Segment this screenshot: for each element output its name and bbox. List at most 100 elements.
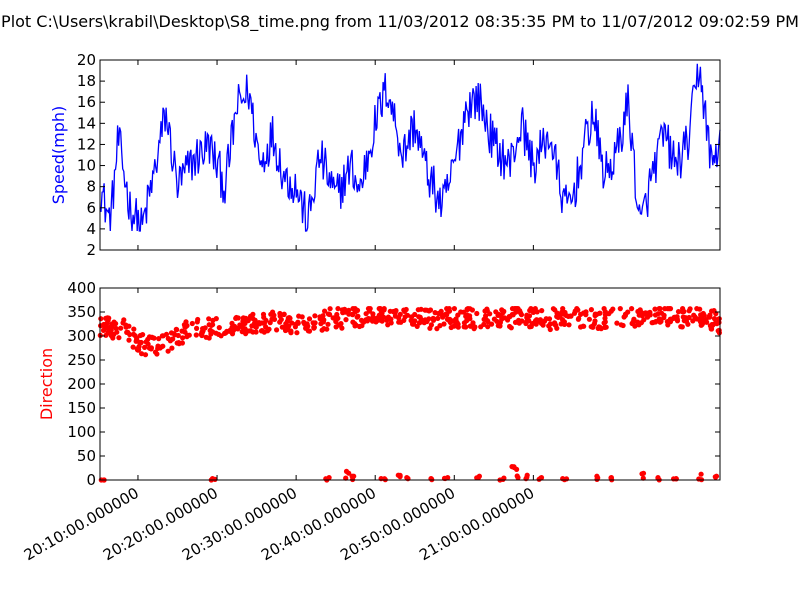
direction-point: [694, 306, 700, 312]
direction-point: [523, 320, 529, 327]
direction-point: [224, 328, 230, 334]
direction-point: [547, 321, 554, 327]
direction-ylabel: Direction: [37, 348, 56, 420]
direction-point: [342, 309, 348, 315]
direction-point: [325, 321, 331, 327]
direction-point: [527, 324, 533, 330]
direction-yticks: 0 50 100 150 200 250 300 350 400: [67, 279, 720, 489]
speed-ytick-label: 4: [86, 220, 96, 238]
direction-point: [252, 320, 258, 326]
direction-point: [481, 321, 487, 327]
direction-point: [622, 312, 629, 319]
direction-point: [317, 314, 323, 320]
direction-point: [647, 309, 653, 315]
direction-point: [568, 313, 574, 319]
direction-point: [491, 316, 497, 322]
direction-point: [666, 306, 672, 312]
direction-point: [274, 327, 280, 333]
direction-point: [134, 346, 140, 352]
direction-point: [282, 324, 288, 330]
direction-point: [397, 311, 403, 317]
direction-point: [125, 329, 131, 335]
direction-point: [194, 325, 200, 331]
direction-point: [513, 306, 519, 312]
direction-point: [526, 313, 533, 319]
direction-point: [118, 325, 124, 331]
direction-point: [378, 316, 384, 322]
direction-point: [165, 335, 171, 342]
direction-point: [481, 316, 487, 322]
direction-point: [146, 345, 153, 351]
direction-point: [561, 319, 568, 325]
direction-point: [318, 321, 324, 327]
direction-point: [458, 309, 464, 315]
direction-point: [649, 320, 655, 326]
direction-point: [698, 312, 704, 318]
direction-point: [181, 322, 187, 328]
direction-point: [668, 316, 674, 322]
speed-ylabel: Speed(mph): [49, 106, 68, 205]
direction-point: [632, 323, 638, 329]
direction-point: [134, 337, 140, 344]
direction-point-low: [381, 476, 388, 482]
direction-point: [168, 330, 175, 336]
direction-point: [384, 317, 390, 323]
direction-point: [435, 310, 442, 317]
direction-point: [343, 317, 349, 323]
window-title: Plot C:\Users\krabil\Desktop\S8_time.png…: [1, 12, 799, 31]
direction-point-low: [671, 476, 677, 482]
direction-point-low: [696, 476, 702, 482]
direction-point: [606, 311, 612, 317]
speed-ytick-label: 12: [77, 135, 96, 153]
direction-point: [189, 320, 195, 327]
direction-ytick-label: 150: [67, 399, 96, 417]
direction-point: [299, 314, 305, 320]
direction-point: [485, 324, 491, 330]
direction-point: [194, 319, 200, 325]
direction-point: [142, 352, 149, 358]
direction-point: [553, 322, 559, 328]
direction-point: [293, 321, 299, 327]
direction-point: [530, 309, 537, 315]
direction-point: [465, 306, 471, 312]
direction-point: [350, 306, 356, 312]
direction-point: [126, 323, 132, 329]
direction-point: [414, 323, 420, 329]
direction-point: [350, 319, 356, 325]
direction-point: [642, 310, 649, 316]
direction-point: [704, 319, 710, 325]
direction-point: [598, 326, 604, 332]
direction-point-low: [698, 471, 704, 477]
direction-point: [281, 311, 287, 317]
direction-point: [424, 307, 430, 313]
direction-point: [286, 315, 293, 321]
direction-point: [174, 340, 180, 346]
direction-point: [370, 316, 376, 322]
speed-axes: 2 4 6 8 10 12 14 16 18 20 Speed(mph): [49, 51, 721, 259]
speed-ytick-label: 6: [86, 199, 96, 217]
direction-point: [401, 317, 407, 323]
direction-point: [581, 310, 587, 316]
direction-point: [455, 324, 461, 330]
direction-point: [100, 327, 107, 333]
direction-point: [142, 344, 148, 350]
direction-point: [448, 324, 454, 331]
direction-point: [131, 331, 137, 337]
direction-point: [208, 331, 214, 337]
direction-point: [472, 324, 478, 330]
direction-point: [592, 313, 598, 319]
direction-point-low: [323, 476, 329, 482]
direction-point: [270, 309, 276, 315]
direction-point: [495, 323, 501, 329]
direction-point: [198, 331, 204, 337]
direction-point-low: [524, 474, 530, 480]
speed-plot-frame: [99, 59, 721, 251]
direction-point: [170, 336, 176, 342]
speed-yticks: 2 4 6 8 10 12 14 16 18 20: [77, 51, 720, 259]
direction-point: [306, 316, 313, 322]
direction-point-low: [536, 476, 542, 482]
direction-point: [258, 328, 265, 334]
direction-point: [322, 308, 328, 314]
direction-point: [379, 310, 385, 316]
direction-point: [126, 337, 132, 343]
